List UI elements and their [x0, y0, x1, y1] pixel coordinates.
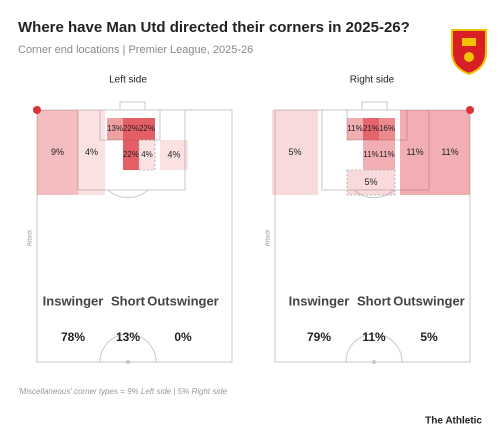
zone-label: 16%	[379, 124, 395, 133]
goal	[119, 101, 146, 111]
corner-type-share: 11%	[362, 330, 386, 344]
zone-label: 4%	[167, 149, 180, 159]
zone	[400, 110, 430, 195]
corner-spot	[33, 106, 41, 114]
panel-label: Left side	[109, 75, 147, 86]
zone-label: 4%	[85, 147, 98, 157]
zone	[430, 110, 470, 195]
zone-label: 13%	[107, 124, 123, 133]
direction-label: Attack	[28, 229, 34, 247]
zone	[379, 140, 395, 170]
zone-label: 11%	[441, 147, 458, 157]
corner-type-share: 78%	[61, 330, 85, 344]
zone-label: 11%	[406, 147, 423, 157]
corner-spot	[466, 106, 474, 114]
corner-type-share: 5%	[420, 330, 438, 344]
corner-type-share: 0%	[174, 330, 192, 344]
panel-label: Right side	[350, 75, 395, 86]
zone	[107, 118, 123, 140]
zone-label: 5%	[288, 147, 301, 157]
zone	[78, 110, 105, 195]
zone-label: 11%	[379, 150, 394, 159]
zone	[272, 110, 318, 195]
subtitle: Corner end locations | Premier League, 2…	[18, 44, 253, 56]
brand: The Athletic	[425, 416, 482, 427]
zone	[363, 140, 379, 170]
centre-circle	[99, 333, 157, 363]
footnote: 'Miscellaneous' corner types = 9% Left s…	[18, 387, 228, 396]
direction-label: Attack	[266, 229, 272, 247]
centre-spot	[372, 360, 376, 364]
zone-label: 4%	[141, 150, 153, 159]
corner-type-share: 79%	[307, 330, 331, 344]
zone	[346, 169, 396, 196]
corner-type: Outswinger	[147, 293, 219, 308]
penalty-arc	[353, 189, 395, 199]
zone-label: 22%	[139, 124, 155, 133]
corner-type: Inswinger	[43, 293, 104, 308]
centre-spot	[126, 360, 130, 364]
zone	[139, 118, 155, 140]
corner-type: Outswinger	[393, 293, 465, 308]
zone-label: 21%	[363, 124, 379, 133]
zone	[138, 139, 156, 171]
zone	[363, 118, 379, 140]
zone	[347, 118, 363, 140]
title: Where have Man Utd directed their corner…	[18, 19, 410, 36]
centre-circle	[345, 333, 403, 363]
zone	[379, 118, 395, 140]
zone-label: 11%	[347, 124, 362, 133]
goal	[361, 101, 388, 111]
corner-type: Short	[357, 293, 392, 308]
zone-label: 22%	[123, 124, 139, 133]
zone	[123, 140, 139, 170]
corner-type: Short	[111, 293, 146, 308]
club-crest	[451, 29, 487, 76]
corner-type: Inswinger	[289, 293, 350, 308]
zone	[123, 118, 139, 140]
zone	[37, 110, 78, 195]
corner-type-share: 13%	[116, 330, 140, 344]
penalty-arc	[107, 189, 149, 199]
zone-label: 9%	[51, 147, 64, 157]
zone-label: 5%	[364, 177, 377, 187]
zone	[160, 140, 188, 170]
zone-label: 11%	[363, 150, 378, 159]
zone-label: 22%	[123, 150, 139, 159]
